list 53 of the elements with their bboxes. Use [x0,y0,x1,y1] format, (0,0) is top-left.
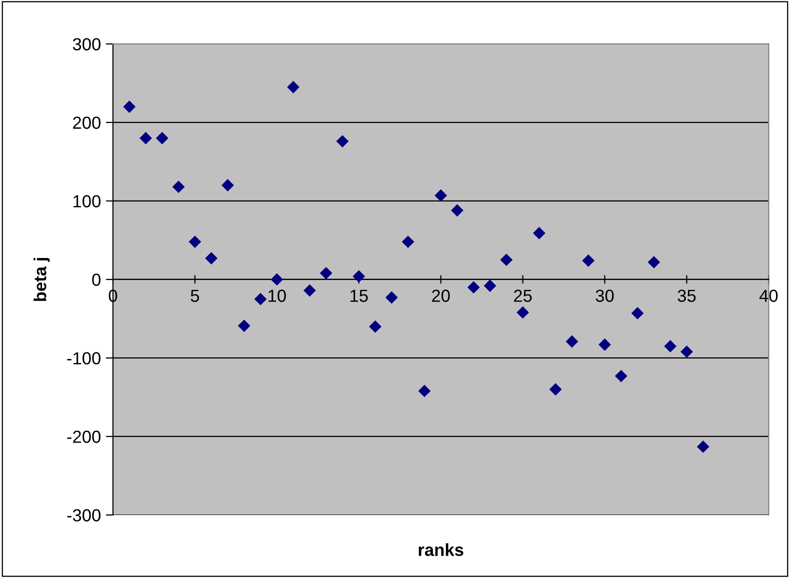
point [222,179,234,192]
point [303,284,316,297]
point [238,320,250,332]
point [336,135,349,148]
x-tick-label: 5 [190,290,200,302]
x-tick-label: 35 [678,290,696,302]
point [352,270,366,283]
point [614,370,628,382]
point [598,338,611,351]
point [467,281,480,294]
point [156,132,168,144]
point [664,340,677,352]
point [172,180,185,194]
point [254,292,267,306]
x-tick-label: 25 [514,290,532,302]
point [500,254,513,266]
point [451,204,464,217]
x-tick-label: 15 [350,290,368,302]
point [205,252,218,264]
point [631,307,644,320]
point [582,254,595,267]
point [140,132,152,144]
point [696,440,710,453]
y-tick-label: -100 [67,352,100,364]
y-tick-label: 100 [74,195,100,208]
point [484,280,496,292]
x-tick-label: 40 [759,290,778,302]
point [680,345,693,358]
x-tick-label: 10 [268,290,286,302]
x-axis-title: ranks [418,543,464,556]
point [123,100,136,113]
point [385,291,398,304]
point [516,306,529,319]
point [287,80,300,94]
point [270,273,284,286]
point [188,236,202,248]
x-tick-label: 20 [432,290,450,302]
point [402,236,414,248]
point [566,335,578,348]
point [320,266,332,280]
x-tick-label: 30 [596,290,614,302]
y-axis-title: beta j [34,258,50,301]
y-tick-label: -300 [67,509,100,522]
y-tick-label: -200 [67,430,100,443]
y-tick-label: 0 [92,274,100,286]
point [648,256,660,268]
point [532,226,546,240]
y-tick-label: 300 [72,38,100,50]
point [418,384,431,398]
point [369,320,382,333]
point [549,383,562,396]
point [434,189,448,202]
y-tick-label: 200 [73,116,100,129]
